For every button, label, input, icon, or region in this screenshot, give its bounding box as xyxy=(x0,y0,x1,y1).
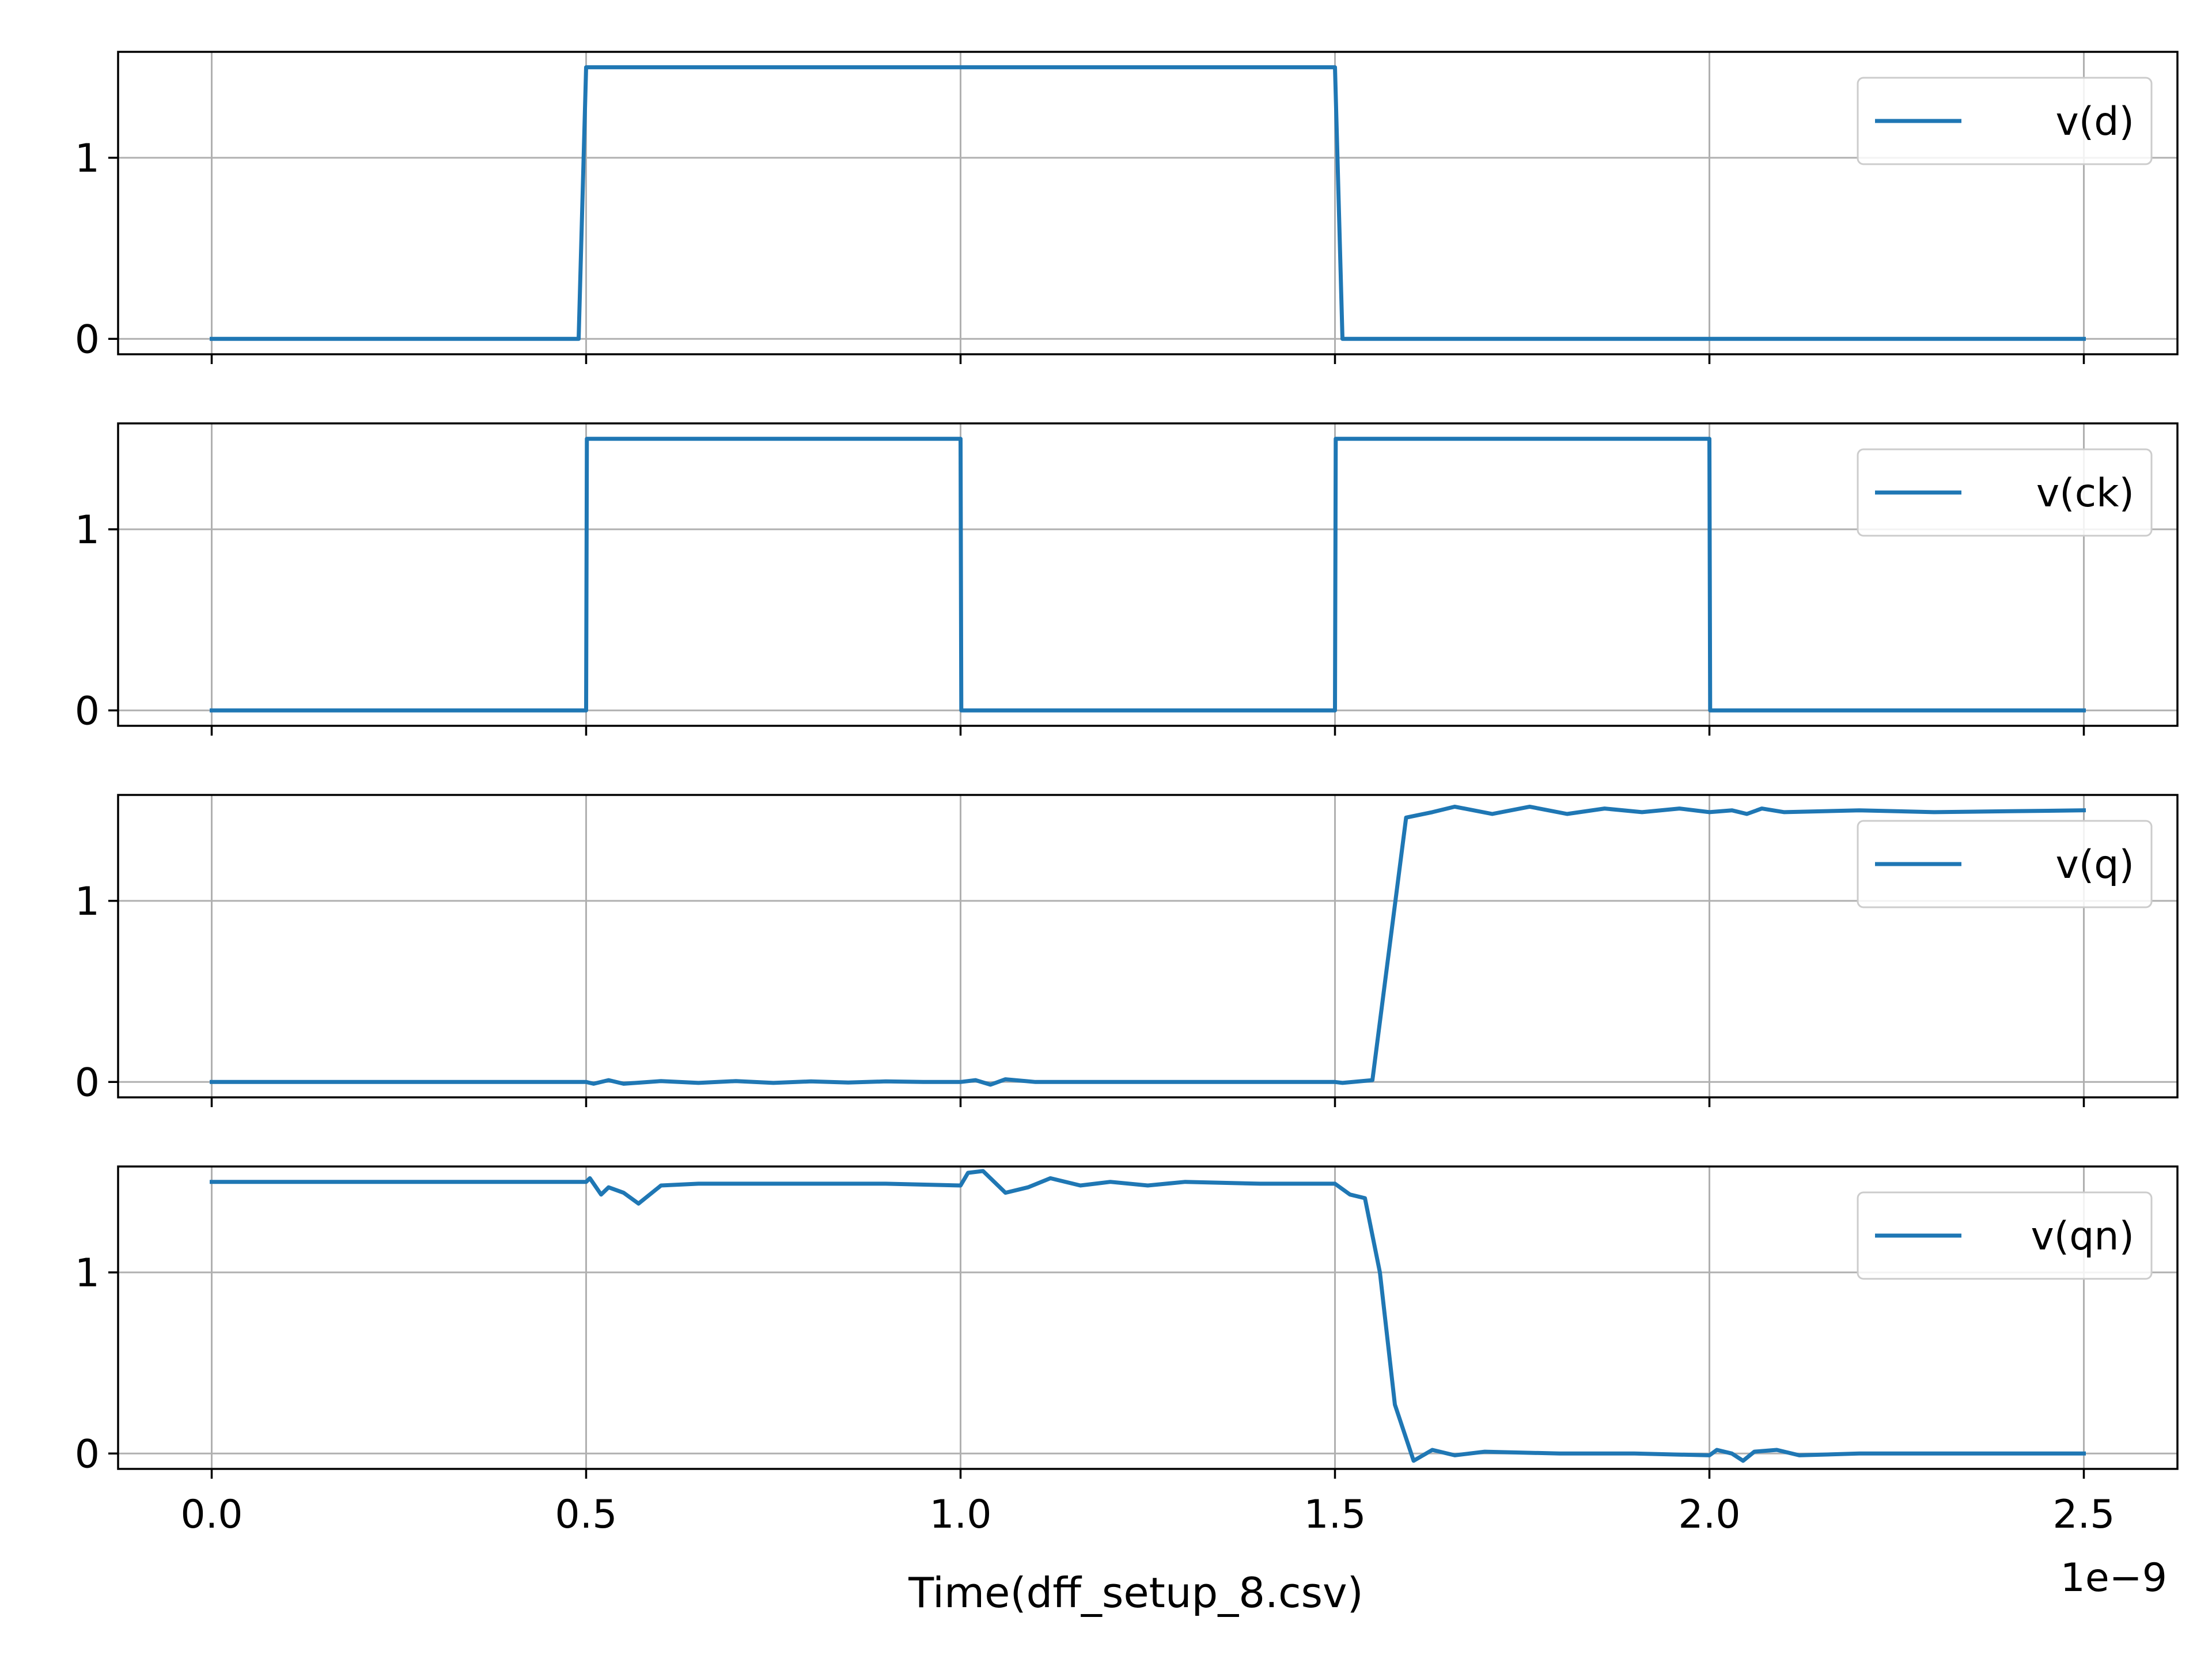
legend: v(ck) xyxy=(1857,448,2153,537)
legend-label: v(ck) xyxy=(2036,471,2134,516)
x-tick-label: 1.0 xyxy=(929,1492,991,1537)
subplot-4: 0 1 0.0 0.5 1.0 1.5 2.0 2.5 v(qn) xyxy=(75,1165,2179,1537)
y-tick-label: 0 xyxy=(75,688,100,734)
x-tick-label: 1.5 xyxy=(1304,1492,1366,1537)
series-line-v(d) xyxy=(210,65,2086,341)
x-tick-label: 0.0 xyxy=(180,1492,243,1537)
y-tick-label: 0 xyxy=(75,317,100,362)
series-line-v(q) xyxy=(210,804,2086,1087)
legend: v(qn) xyxy=(1857,1191,2153,1280)
x-axis-offset-label: 1e−9 xyxy=(2061,1555,2167,1601)
legend-label: v(qn) xyxy=(2031,1214,2134,1259)
subplots: 0 1 v(d) 0 1 v(ck) 0 1 v(q) 0 1 0.0 0.5 1.0 1.5 2.0 2.5 v… xyxy=(75,51,2179,1537)
legend-box xyxy=(1857,448,2153,537)
x-tick-label: 2.0 xyxy=(1678,1492,1740,1537)
axes-frame xyxy=(117,1165,2179,1470)
axes-frame xyxy=(117,422,2179,727)
series-line-v(qn) xyxy=(210,1169,2086,1463)
legend: v(d) xyxy=(1857,77,2153,165)
legend-box xyxy=(1857,820,2153,908)
subplot-3: 0 1 v(q) xyxy=(75,794,2179,1107)
y-tick-label: 0 xyxy=(75,1431,100,1477)
x-tick-label: 0.5 xyxy=(555,1492,617,1537)
legend-box xyxy=(1857,1191,2153,1280)
legend-label: v(d) xyxy=(2056,99,2134,145)
y-tick-label: 1 xyxy=(75,136,100,181)
axes-frame xyxy=(117,794,2179,1099)
axes-frame xyxy=(117,51,2179,355)
legend-box xyxy=(1857,77,2153,165)
series-line-v(ck) xyxy=(210,437,2086,713)
subplot-1: 0 1 v(d) xyxy=(75,51,2179,364)
subplot-2: 0 1 v(ck) xyxy=(75,422,2179,736)
y-tick-label: 0 xyxy=(75,1060,100,1105)
x-axis-title: Time(dff_setup_8.csv) xyxy=(908,1569,1363,1617)
y-tick-label: 1 xyxy=(75,507,100,553)
x-tick-label: 2.5 xyxy=(2052,1492,2115,1537)
legend-label: v(q) xyxy=(2056,842,2134,888)
y-tick-label: 1 xyxy=(75,1251,100,1296)
y-tick-label: 1 xyxy=(75,879,100,925)
legend: v(q) xyxy=(1857,820,2153,908)
